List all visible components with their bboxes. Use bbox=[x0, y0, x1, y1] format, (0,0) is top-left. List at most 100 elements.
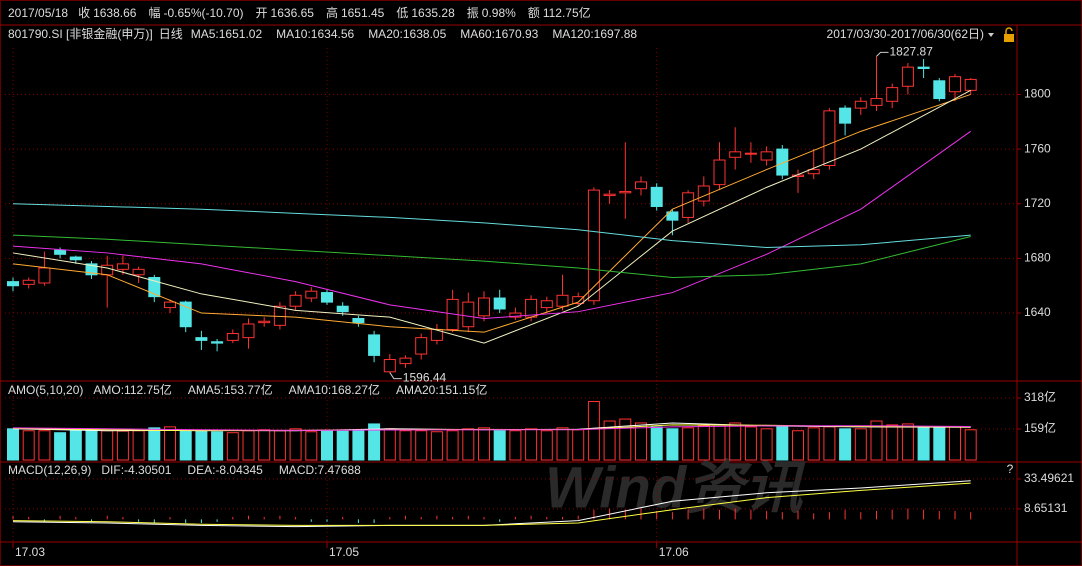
legend-text: AMO:112.75亿 bbox=[93, 382, 171, 397]
volume-bar bbox=[164, 426, 176, 461]
volume-bar bbox=[635, 422, 647, 461]
candle-body bbox=[321, 292, 333, 303]
volume-bar bbox=[839, 428, 852, 461]
volume-bar bbox=[148, 427, 161, 461]
volume-bar bbox=[289, 428, 302, 461]
volume-bar bbox=[713, 424, 726, 461]
legend-text: 开 bbox=[256, 6, 268, 20]
legend-text: AMA5:153.77亿 bbox=[188, 382, 273, 397]
volume-bar bbox=[242, 430, 255, 461]
candle-body bbox=[949, 76, 961, 93]
volume-bar bbox=[336, 430, 349, 461]
ma-line bbox=[12, 93, 971, 333]
legend-text: DEA:-8.04345 bbox=[187, 463, 263, 477]
candle-body bbox=[493, 297, 506, 310]
legend-text: 1651.45 bbox=[341, 6, 385, 20]
candle-body bbox=[619, 190, 632, 194]
watermark: Wind资讯 bbox=[545, 455, 806, 520]
candle-body bbox=[854, 100, 867, 109]
volume-bar bbox=[415, 430, 428, 461]
candle-body bbox=[148, 277, 161, 298]
volume-bar bbox=[85, 429, 98, 461]
candle-body bbox=[101, 264, 114, 276]
help[interactable]: ? bbox=[1007, 462, 1014, 476]
volume-bar bbox=[38, 430, 51, 461]
volume-bar bbox=[949, 426, 961, 461]
legend-text: MACD(12,26,9) bbox=[8, 463, 91, 477]
volume-bar bbox=[258, 429, 271, 461]
volume-bar bbox=[792, 430, 804, 461]
legend-text: 高 bbox=[326, 5, 338, 20]
candle-body bbox=[964, 78, 977, 91]
dropdown-arrow[interactable] bbox=[988, 33, 994, 37]
volume-bar bbox=[22, 430, 35, 461]
candle-body bbox=[540, 300, 553, 309]
legend-text: DIF:-4.30501 bbox=[101, 463, 171, 477]
volume-bar bbox=[493, 430, 506, 461]
candle-body bbox=[226, 333, 239, 341]
volume-bar bbox=[273, 430, 286, 461]
candle-body bbox=[870, 98, 883, 106]
volume-bar bbox=[116, 430, 129, 461]
legend-text: 日线 bbox=[159, 27, 183, 41]
candle-body bbox=[305, 290, 318, 299]
ma-line bbox=[12, 89, 971, 344]
legend-text: 振 bbox=[467, 6, 479, 20]
candle-body bbox=[901, 66, 914, 87]
legend-text: MA120:1697.88 bbox=[552, 27, 637, 41]
volume-bar bbox=[823, 426, 836, 461]
legend-text: MACD:7.47688 bbox=[279, 463, 361, 477]
candle-body bbox=[697, 185, 710, 202]
y-tick-label: 1800 bbox=[1024, 87, 1051, 101]
candle-body bbox=[666, 211, 679, 221]
annotation-leader bbox=[876, 51, 889, 57]
candle-body bbox=[635, 181, 647, 190]
volume-bar bbox=[430, 431, 443, 461]
volume-bar bbox=[305, 431, 318, 461]
annotation: 1827.87 bbox=[890, 45, 934, 59]
volume-bar bbox=[478, 427, 490, 461]
volume-bar bbox=[132, 430, 145, 461]
volume-bar bbox=[556, 427, 569, 461]
candle-body bbox=[132, 268, 145, 276]
candle-body bbox=[85, 263, 98, 276]
date-range: 2017/03/30-2017/06/30(62日) bbox=[827, 27, 984, 41]
ma-line bbox=[12, 130, 971, 320]
ma-line bbox=[12, 203, 971, 248]
legend-text: 112.75亿 bbox=[543, 5, 591, 20]
volume-bar bbox=[226, 432, 239, 461]
legend-text: -0.65%(-10.70) bbox=[163, 6, 243, 20]
volume-bar bbox=[462, 428, 475, 461]
volume-bar bbox=[776, 426, 789, 461]
annotation-leader bbox=[389, 372, 402, 380]
volume-bar bbox=[572, 429, 585, 461]
y-tick-label: 1680 bbox=[1024, 251, 1051, 265]
volume-bar bbox=[321, 430, 333, 461]
legend-text: 0.98% bbox=[482, 6, 516, 20]
candle-body bbox=[917, 66, 930, 69]
volume-bar bbox=[509, 430, 522, 461]
volume-bar bbox=[744, 426, 757, 461]
candle-body bbox=[399, 357, 412, 365]
candle-body bbox=[38, 267, 51, 284]
y-tick-label: 1640 bbox=[1024, 305, 1051, 319]
legend-text: 低 bbox=[396, 6, 408, 20]
volume-bar bbox=[619, 418, 632, 461]
y-tick-label: 159亿 bbox=[1024, 420, 1056, 435]
volume-bar bbox=[211, 431, 224, 461]
volume-bar bbox=[760, 428, 773, 461]
volume-bar bbox=[964, 429, 977, 461]
candle-body bbox=[211, 341, 224, 344]
x-tick-label: 17.06 bbox=[659, 545, 689, 559]
lock-icon[interactable] bbox=[1004, 34, 1014, 42]
candle-body bbox=[164, 301, 176, 309]
volume-bar bbox=[729, 422, 742, 461]
candle-body bbox=[116, 263, 129, 270]
volume-bar bbox=[179, 430, 192, 461]
candle-body bbox=[415, 337, 428, 355]
candle-body bbox=[7, 281, 19, 287]
candle-body bbox=[336, 305, 349, 313]
candle-body bbox=[776, 148, 789, 176]
x-tick-label: 17.05 bbox=[329, 545, 359, 559]
candle-body bbox=[289, 294, 302, 307]
